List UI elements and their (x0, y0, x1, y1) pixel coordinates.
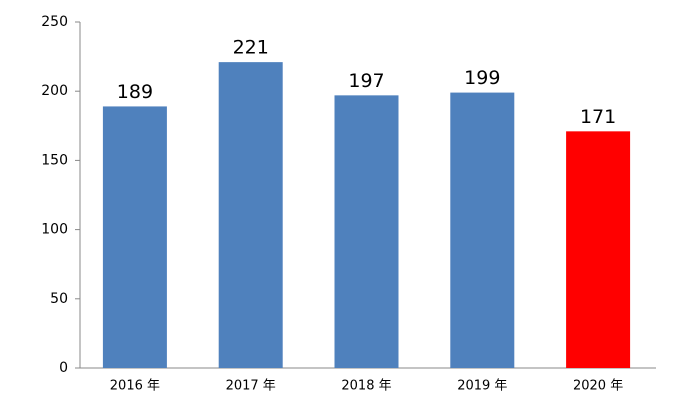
y-tick-label: 250 (41, 14, 68, 30)
bar (334, 95, 399, 369)
x-tick-label: 2016 年 (110, 379, 160, 394)
y-tick-label: 100 (41, 222, 68, 238)
x-tick-label: 2020 年 (573, 379, 623, 394)
x-tick-label: 2017 年 (226, 379, 276, 394)
bar (218, 62, 283, 369)
bar (102, 106, 167, 368)
x-tick-label: 2018 年 (341, 379, 391, 394)
x-tick-label: 2019 年 (457, 379, 507, 394)
value-label: 199 (464, 67, 500, 89)
value-label: 189 (117, 81, 153, 103)
bar (566, 131, 631, 368)
bar (450, 92, 515, 369)
value-label: 221 (233, 37, 269, 59)
y-tick-label: 0 (59, 360, 68, 376)
y-tick-label: 200 (41, 83, 68, 99)
y-tick-label: 50 (50, 291, 68, 307)
y-tick-label: 150 (41, 152, 68, 168)
value-label: 171 (580, 106, 616, 128)
value-label: 197 (348, 70, 384, 92)
